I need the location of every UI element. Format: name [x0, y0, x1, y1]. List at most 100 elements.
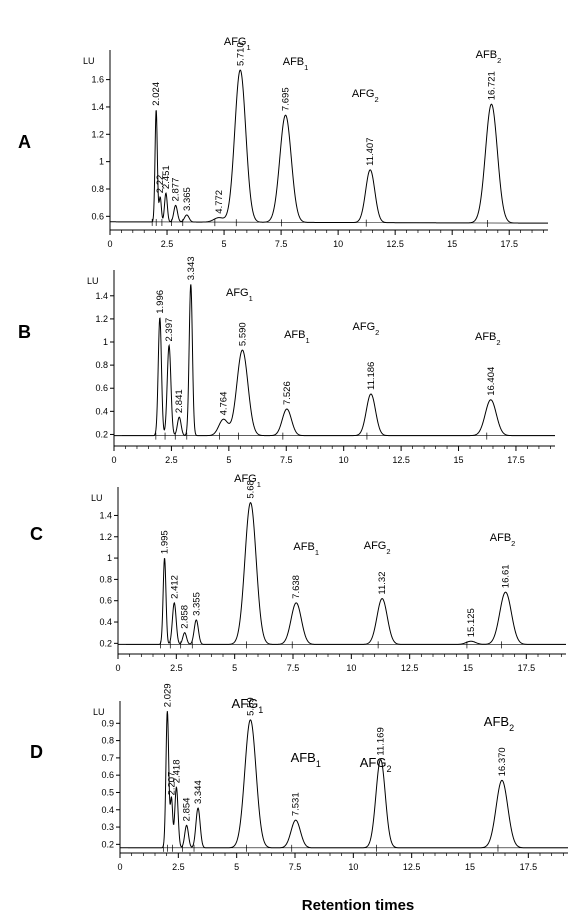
peak-rt-label: 2.029	[162, 683, 173, 707]
x-tick-label: 12.5	[392, 455, 410, 465]
peak-rt-label: 5.68	[246, 480, 257, 499]
y-tick-label: 0.6	[101, 770, 114, 780]
compound-label: AFB1	[284, 329, 310, 345]
y-unit-label: LU	[91, 493, 103, 503]
x-tick-label: 15	[463, 663, 473, 673]
peak-rt-label: 2.207	[166, 772, 177, 796]
peak-rt-label: 15.125	[466, 608, 477, 637]
x-tick-label: 5	[234, 862, 239, 872]
x-tick-label: 5	[232, 663, 237, 673]
peak-rt-label: 2.858	[180, 605, 191, 629]
compound-label: AFG1	[232, 696, 264, 715]
peak-rt-label: 11.186	[366, 362, 377, 390]
x-tick-label: 17.5	[520, 862, 538, 872]
y-tick-label: 0.4	[95, 406, 108, 416]
chart-panel-b: B LU 0.2 0.4 0.6 0.8 1 1.2 1.4 0 2.5 5 7.5 10 12.5 15 17…	[18, 256, 555, 465]
y-tick-label: 1.2	[99, 532, 112, 542]
x-tick-label: 17.5	[507, 455, 525, 465]
peak-rt-label: 2.22	[155, 175, 166, 194]
panel-letter: B	[18, 322, 31, 342]
compound-label: AFB2	[484, 714, 514, 733]
x-tick-label: 15	[465, 862, 475, 872]
peak-rt-label: 11.407	[365, 137, 376, 165]
peak-rt-label: 11.32	[377, 572, 388, 595]
peak-rt-label: 11.169	[376, 727, 387, 755]
x-tick-label: 0	[115, 663, 120, 673]
x-tick-label: 5	[226, 455, 231, 465]
y-tick-label: 0.6	[95, 383, 108, 393]
x-tick-label: 5	[222, 239, 227, 249]
peak-rt-label: 16.370	[497, 747, 508, 776]
x-axis-title: Retention times	[302, 897, 415, 914]
y-tick-label: 1	[99, 157, 104, 167]
compound-label: AFG2	[360, 755, 392, 774]
compound-label: AFG1	[234, 473, 261, 489]
peak-rt-label: 16.721	[486, 71, 497, 100]
peak-rt-label: 2.854	[182, 798, 193, 822]
x-tick-label: 12.5	[401, 663, 419, 673]
peak-rt-label: 7.531	[291, 792, 302, 816]
peak-rt-label: 5.710	[235, 42, 246, 66]
compound-label: AFG1	[224, 36, 251, 52]
compound-label: AFB2	[475, 331, 501, 347]
x-tick-label: 0	[117, 862, 122, 872]
y-tick-label: 0.9	[101, 718, 114, 728]
chart-panel-c: C LU 0.2 0.4 0.6 0.8 1 1.2 1.4 0 2.5 5 7.5 10 12.5 15 17…	[30, 473, 566, 673]
chromatogram-trace	[120, 711, 568, 849]
peak-rt-label: 2.418	[171, 760, 182, 784]
compound-label: AFG2	[353, 321, 380, 337]
compound-label: AFG2	[352, 88, 379, 104]
x-tick-label: 12.5	[403, 862, 421, 872]
y-tick-label: 0.3	[101, 822, 114, 832]
y-tick-label: 0.8	[95, 360, 108, 370]
x-tick-label: 10	[333, 239, 343, 249]
panel-letter: D	[30, 742, 43, 762]
y-unit-label: LU	[93, 707, 105, 717]
peak-rt-label: 5.59	[245, 697, 256, 716]
x-tick-label: 10	[346, 663, 356, 673]
peak-rt-label: 1.996	[155, 290, 166, 314]
peak-rt-label: 7.695	[281, 87, 292, 111]
x-tick-label: 7.5	[287, 663, 300, 673]
x-tick-label: 15	[454, 455, 464, 465]
y-tick-label: 0.8	[101, 736, 114, 746]
x-tick-label: 0	[111, 455, 116, 465]
x-tick-label: 10	[339, 455, 349, 465]
peak-rt-label: 1.995	[160, 530, 171, 554]
peak-rt-label: 2.877	[171, 178, 182, 202]
peak-rt-label: 16.404	[486, 367, 497, 396]
peak-rt-label: 3.343	[186, 256, 197, 280]
peak-rt-label: 5.590	[237, 322, 248, 346]
compound-label: AFG1	[226, 287, 253, 303]
y-tick-label: 0.5	[101, 787, 114, 797]
x-tick-label: 7.5	[289, 862, 302, 872]
panel-letter: C	[30, 524, 43, 544]
compound-label: AFB1	[291, 750, 321, 769]
x-tick-label: 7.5	[275, 239, 288, 249]
y-tick-label: 1	[103, 337, 108, 347]
x-tick-label: 10	[348, 862, 358, 872]
peak-rt-label: 2.412	[169, 575, 180, 599]
y-tick-label: 0.2	[101, 839, 114, 849]
x-tick-label: 17.5	[500, 239, 518, 249]
y-tick-label: 1.2	[95, 314, 108, 324]
peak-rt-label: 4.764	[218, 392, 229, 416]
peak-rt-label: 7.526	[282, 381, 293, 405]
peak-rt-label: 2.451	[161, 165, 172, 189]
y-tick-label: 0.8	[91, 184, 104, 194]
peak-rt-label: 2.841	[174, 389, 185, 413]
panel-letter: A	[18, 132, 31, 152]
x-tick-label: 0	[107, 239, 112, 249]
y-tick-label: 0.7	[101, 753, 114, 763]
x-tick-label: 7.5	[280, 455, 293, 465]
x-tick-label: 15	[447, 239, 457, 249]
peak-rt-label: 3.355	[191, 592, 202, 616]
y-tick-label: 1.4	[91, 102, 104, 112]
peak-rt-label: 4.772	[214, 190, 225, 214]
y-tick-label: 0.4	[99, 617, 112, 627]
x-tick-label: 2.5	[172, 862, 185, 872]
compound-label: AFB2	[490, 532, 516, 548]
compound-label: AFB1	[293, 541, 319, 557]
y-tick-label: 0.2	[99, 638, 112, 648]
